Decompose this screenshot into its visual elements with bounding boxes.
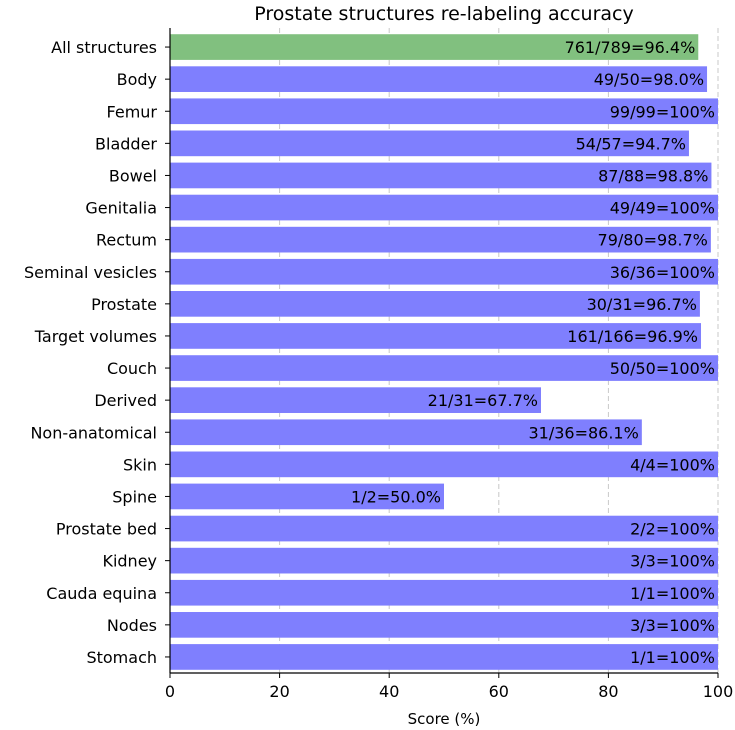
bar-data-label: 49/49=100% [610, 199, 715, 218]
category-labels: All structures Body Femur Bladder Bowel Genit… [24, 38, 157, 667]
grid-lines [279, 28, 719, 673]
x-tick-label: 40 [379, 682, 399, 701]
bar [170, 387, 541, 413]
bar [170, 66, 708, 92]
bar [170, 451, 718, 478]
bar-data-label: 79/80=98.7% [598, 231, 708, 250]
bar-data-label: 21/31=67.7% [428, 391, 538, 410]
bar [170, 483, 444, 510]
category-label: Body [117, 70, 157, 89]
bar-data-label: 36/36=100% [610, 263, 715, 282]
bar-data-label: 31/36=86.1% [528, 423, 638, 442]
bar-data-label: 2/2=100% [630, 520, 715, 539]
y-ticks [165, 46, 170, 658]
bar-data-label: 161/166=96.9% [567, 327, 698, 346]
bar [170, 226, 711, 253]
bar-data-label: 761/789=96.4% [565, 38, 696, 57]
bar [170, 291, 700, 317]
category-label: Non-anatomical [30, 423, 157, 442]
bars [170, 34, 718, 670]
bar-data-label: 87/88=98.8% [598, 166, 708, 185]
chart-title: Prostate structures re-labeling accuracy [254, 3, 634, 25]
category-label: Derived [94, 391, 157, 410]
bar [170, 547, 718, 574]
x-tick-label: 80 [598, 682, 618, 701]
bar-data-label: 3/3=100% [630, 616, 715, 635]
bar-data-label: 3/3=100% [630, 552, 715, 571]
category-label: Femur [107, 102, 158, 121]
bar-data-label: 50/50=100% [610, 359, 715, 378]
bar-data-label: 1/1=100% [630, 648, 715, 667]
category-label: Rectum [96, 231, 157, 250]
category-label: All structures [51, 38, 157, 57]
category-label: Cauda equina [46, 584, 157, 603]
x-axis-label: Score (%) [408, 710, 481, 728]
x-ticks: 0 20 40 60 80 100 [165, 673, 733, 701]
category-label: Couch [107, 359, 157, 378]
bar-data-label: 99/99=100% [610, 102, 715, 121]
x-tick-label: 20 [269, 682, 289, 701]
x-tick-label: 100 [703, 682, 734, 701]
bar [170, 323, 702, 349]
category-label: Seminal vesicles [24, 263, 157, 282]
category-label: Kidney [102, 552, 157, 571]
x-tick-label: 0 [165, 682, 175, 701]
bar-data-label: 4/4=100% [630, 455, 715, 474]
category-label: Prostate [91, 295, 157, 314]
bar-data-label: 54/57=94.7% [576, 134, 686, 153]
bar-data-label: 1/2=50.0% [351, 487, 441, 506]
bar [170, 355, 718, 381]
x-tick-label: 60 [489, 682, 509, 701]
bar [170, 194, 718, 221]
category-label: Skin [123, 455, 157, 474]
category-label: Bowel [109, 166, 157, 185]
category-label: Target volumes [34, 327, 157, 346]
category-label: Genitalia [85, 199, 157, 218]
category-label: Prostate bed [56, 520, 157, 539]
category-label: Bladder [95, 134, 157, 153]
bar-data-label: 1/1=100% [630, 584, 715, 603]
bar-data-labels: 761/789=96.4% 49/50=98.0% 99/99=100% 54/57=… [351, 38, 715, 667]
bar [170, 579, 718, 606]
bar-data-label: 30/31=96.7% [587, 295, 697, 314]
category-label: Nodes [107, 616, 157, 635]
bar [170, 98, 718, 125]
bar [170, 644, 718, 670]
bar [170, 515, 718, 542]
category-label: Spine [112, 487, 157, 506]
bar [170, 130, 689, 157]
bar [170, 612, 718, 638]
bar-data-label: 49/50=98.0% [594, 70, 704, 89]
category-label: Stomach [86, 648, 157, 667]
bar [170, 34, 699, 60]
bar [170, 162, 712, 189]
bar [170, 258, 718, 285]
bar [170, 419, 642, 446]
